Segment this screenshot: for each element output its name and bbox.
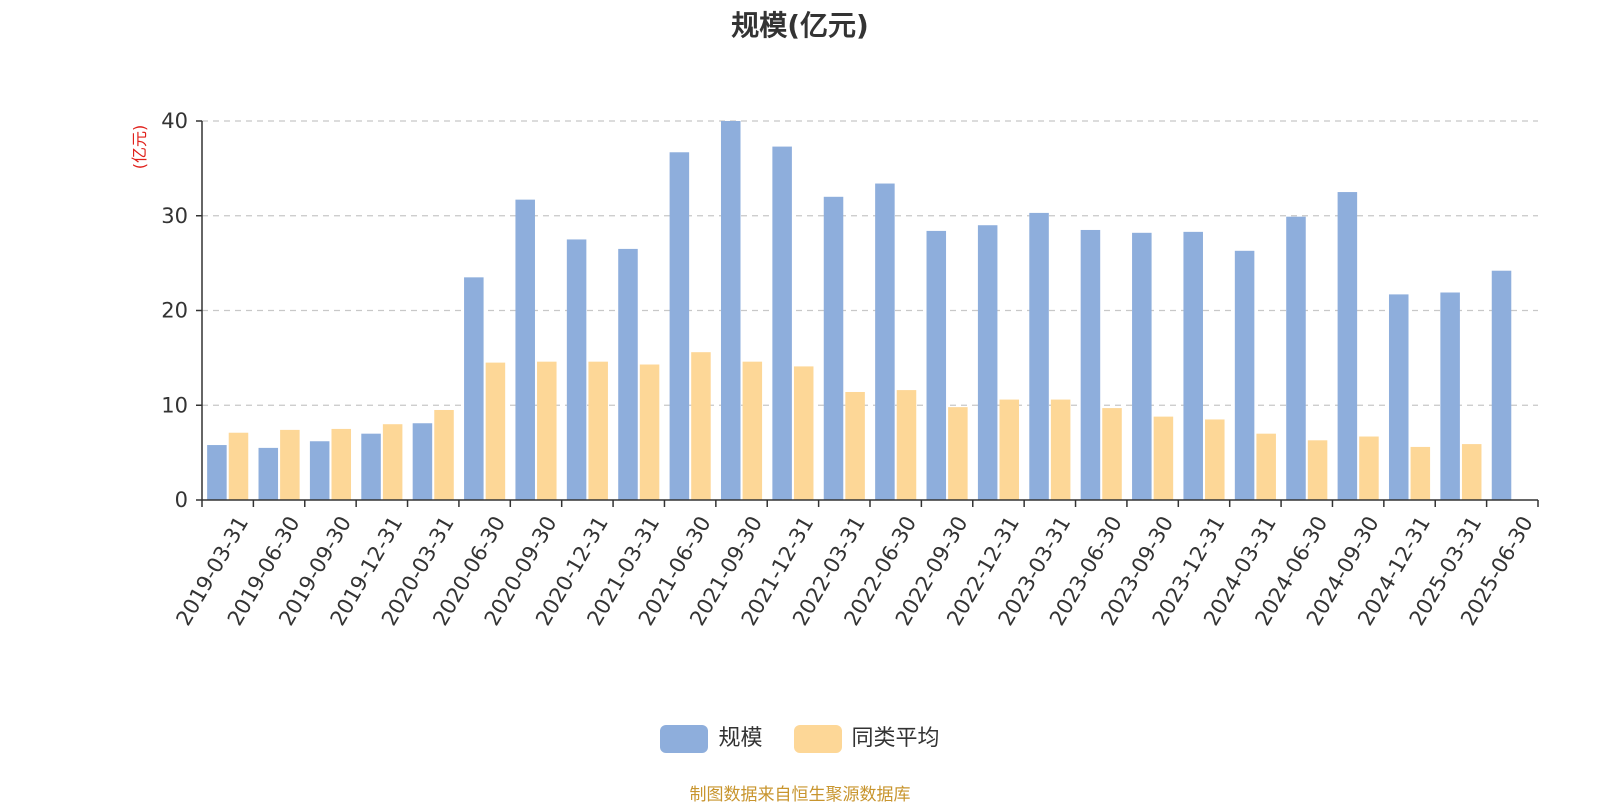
bar-scale[interactable] — [207, 445, 227, 500]
legend-item-scale[interactable]: 规模 — [660, 720, 763, 753]
bar-scale[interactable] — [1029, 212, 1049, 500]
bar-scale[interactable] — [1234, 250, 1255, 500]
bar-scale[interactable] — [772, 146, 792, 500]
bar-peer-average[interactable] — [228, 432, 249, 500]
bar-scale[interactable] — [1132, 232, 1152, 500]
y-tick-label: 10 — [161, 393, 188, 417]
legend: 规模 同类平均 — [0, 720, 1600, 753]
bar-scale[interactable] — [464, 277, 484, 500]
bar-peer-average[interactable] — [845, 391, 865, 500]
bar-peer-average[interactable] — [691, 352, 711, 500]
bar-scale[interactable] — [926, 230, 947, 500]
bar-peer-average[interactable] — [1307, 440, 1328, 500]
bar-scale[interactable] — [1080, 229, 1101, 500]
y-tick-label: 30 — [161, 204, 188, 228]
bar-peer-average[interactable] — [1153, 416, 1174, 500]
bar-peer-average[interactable] — [382, 424, 403, 500]
y-axis-label: (亿元) — [130, 125, 149, 170]
bar-scale[interactable] — [309, 441, 330, 500]
grid-lines — [202, 120, 1538, 406]
bar-peer-average[interactable] — [793, 366, 814, 500]
legend-item-peer-average[interactable]: 同类平均 — [793, 720, 940, 753]
bar-peer-average[interactable] — [742, 361, 763, 500]
bar-peer-average[interactable] — [280, 429, 300, 500]
bar-peer-average[interactable] — [1256, 433, 1276, 500]
bar-scale[interactable] — [1388, 294, 1409, 500]
bar-scale[interactable] — [1337, 192, 1358, 500]
bar-scale[interactable] — [669, 152, 690, 500]
bar-peer-average[interactable] — [537, 361, 557, 500]
bar-scale[interactable] — [566, 239, 587, 500]
chart-title: 规模(亿元) — [731, 9, 869, 42]
bar-peer-average[interactable] — [434, 409, 454, 500]
source-note: 制图数据来自恒生聚源数据库 — [689, 785, 911, 805]
bar-scale[interactable] — [361, 433, 381, 500]
legend-label-scale: 规模 — [718, 726, 763, 751]
bar-peer-average[interactable] — [1410, 446, 1431, 500]
bar-peer-average[interactable] — [331, 428, 352, 500]
bar-peer-average[interactable] — [896, 390, 917, 500]
legend-label-peer-average: 同类平均 — [851, 726, 940, 751]
bar-scale[interactable] — [875, 183, 895, 500]
bars — [207, 121, 1512, 501]
bar-scale[interactable] — [515, 199, 535, 500]
bar-peer-average[interactable] — [1461, 444, 1482, 500]
bar-peer-average[interactable] — [485, 362, 506, 500]
bar-scale[interactable] — [1286, 216, 1306, 500]
bar-scale[interactable] — [1491, 270, 1512, 500]
legend-swatch-peer-average — [793, 725, 842, 753]
y-tick-label: 20 — [161, 299, 188, 323]
y-tick-label: 40 — [161, 109, 188, 133]
bar-peer-average[interactable] — [1102, 408, 1122, 500]
bar-peer-average[interactable] — [1050, 399, 1071, 500]
bar-scale[interactable] — [977, 225, 998, 500]
y-tick-label: 0 — [175, 488, 188, 512]
bar-scale[interactable] — [720, 121, 741, 500]
bar-scale[interactable] — [1440, 292, 1460, 500]
bar-peer-average[interactable] — [999, 399, 1020, 500]
bar-scale[interactable] — [258, 447, 279, 500]
bar-peer-average[interactable] — [1205, 419, 1225, 500]
bar-peer-average[interactable] — [588, 361, 608, 500]
bar-peer-average[interactable] — [948, 407, 968, 500]
legend-swatch-scale — [660, 725, 709, 753]
bar-peer-average[interactable] — [1359, 436, 1379, 500]
bar-scale[interactable] — [618, 248, 638, 500]
bar-scale[interactable] — [1183, 231, 1203, 501]
bar-scale[interactable] — [823, 196, 844, 501]
bar-peer-average[interactable] — [639, 364, 660, 500]
bar-scale[interactable] — [412, 423, 433, 500]
